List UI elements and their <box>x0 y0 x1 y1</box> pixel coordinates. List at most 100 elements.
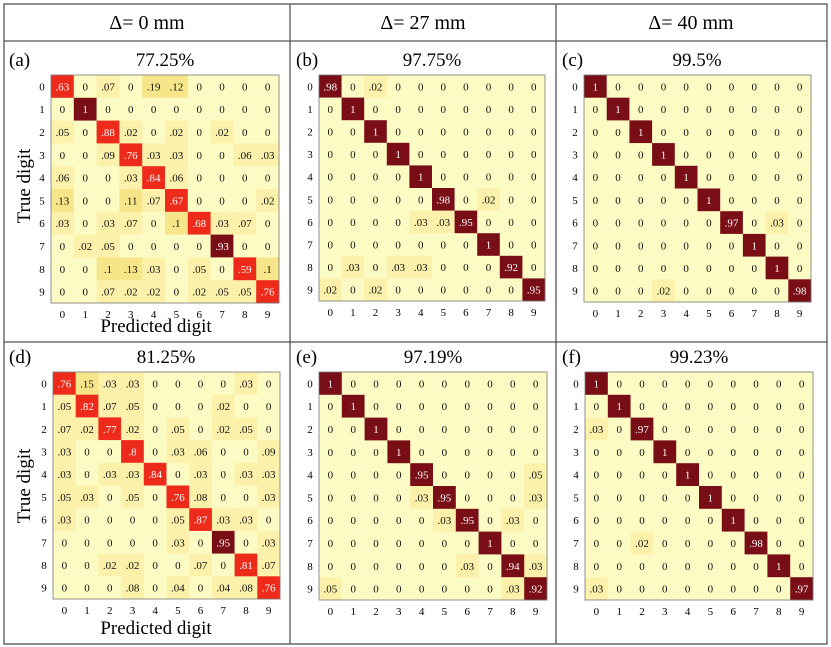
heatmap-cell <box>630 440 654 464</box>
heatmap-cell <box>478 577 502 601</box>
cell-value-label: 0 <box>531 240 537 252</box>
heatmap-cell <box>257 553 281 577</box>
cell-value-label: 0 <box>797 218 803 230</box>
cell-value-label: 0 <box>776 470 782 482</box>
cell-value-label: 0 <box>151 127 157 139</box>
heatmap-cell <box>364 255 388 279</box>
cell-value-label: 0 <box>662 378 668 390</box>
cell-value-label: .04 <box>216 583 230 595</box>
heatmap-cell <box>210 257 234 281</box>
x-tick-label: 9 <box>265 309 271 321</box>
y-tick-label: 3 <box>39 150 45 162</box>
y-tick-label: 6 <box>307 515 313 527</box>
heatmap-cell <box>142 189 166 213</box>
heatmap-cell <box>674 143 698 167</box>
cell-value-label: 1 <box>487 538 493 550</box>
heatmap-cell <box>744 394 768 418</box>
heatmap-cell <box>788 233 812 257</box>
cell-value-label: 0 <box>328 561 334 573</box>
heatmap-cell <box>499 188 523 211</box>
cell-value-label: 0 <box>350 470 356 482</box>
heatmap-cell <box>187 75 211 99</box>
heatmap-cell <box>676 417 700 441</box>
heatmap-cell <box>455 463 479 487</box>
cell-value-label: 0 <box>265 173 271 185</box>
cell-value-label: 0 <box>508 149 514 161</box>
heatmap-cell <box>433 372 457 396</box>
heatmap-cell <box>584 279 607 303</box>
heatmap-cell <box>166 553 190 577</box>
cell-value-label: .76 <box>124 150 138 162</box>
cell-value-label: .02 <box>78 241 92 253</box>
cell-value-label: 0 <box>776 538 782 550</box>
cell-value-label: 0 <box>441 285 447 297</box>
panel-label: (f) <box>562 347 581 368</box>
y-tick-label: 9 <box>307 285 313 297</box>
cell-value-label: .03 <box>57 446 71 458</box>
heatmap-cell <box>409 278 433 302</box>
heatmap-cell <box>606 256 630 280</box>
cell-value-label: 0 <box>464 447 470 459</box>
cell-value-label: 0 <box>683 195 689 207</box>
cell-value-label: .08 <box>194 492 208 504</box>
cell-value-label: 0 <box>730 378 736 390</box>
cell-value-label: 0 <box>373 538 379 550</box>
heatmap-cell <box>233 75 257 99</box>
heatmap-cell <box>166 394 190 418</box>
panel-accuracy-title: 81.25% <box>137 347 196 368</box>
heatmap-cell <box>119 97 143 121</box>
y-tick-label: 3 <box>573 447 579 459</box>
heatmap-cell <box>234 508 258 532</box>
cell-value-label: .02 <box>657 286 671 298</box>
heatmap-cell <box>319 97 342 121</box>
heatmap-cell <box>75 553 99 577</box>
heatmap-cell <box>522 165 546 189</box>
heatmap-cell <box>455 372 479 396</box>
heatmap-cell <box>790 508 814 532</box>
cell-value-label: 0 <box>174 241 180 253</box>
cell-value-label: 0 <box>486 104 492 116</box>
cell-value-label: 0 <box>373 149 379 161</box>
cell-value-label: 0 <box>774 149 780 161</box>
cell-value-label: 0 <box>531 262 537 274</box>
heatmap-cell <box>765 256 789 280</box>
cell-value-label: 0 <box>486 127 492 139</box>
x-tick-label: 9 <box>266 605 272 617</box>
heatmap-cell <box>233 257 257 281</box>
heatmap-cell <box>211 508 235 532</box>
cell-value-label: 0 <box>615 172 621 184</box>
heatmap-cell <box>697 188 721 212</box>
heatmap-cell <box>53 372 76 395</box>
heatmap-cell <box>477 255 501 279</box>
cell-value-label: .67 <box>170 195 184 207</box>
heatmap-cell <box>73 120 97 144</box>
cell-value-label: 0 <box>799 515 805 527</box>
x-tick-label: 0 <box>328 307 334 319</box>
heatmap-cell <box>742 233 766 257</box>
heatmap-cell <box>433 554 457 578</box>
heatmap-cell <box>75 394 99 418</box>
heatmap-cell <box>607 577 631 601</box>
heatmap-cell <box>433 486 457 510</box>
heatmap-cell <box>387 394 411 418</box>
cell-value-label: 1 <box>683 172 689 184</box>
heatmap-cell <box>630 531 654 555</box>
x-tick-label: 5 <box>175 605 181 617</box>
cell-value-label: 0 <box>776 424 782 436</box>
cell-value-label: 0 <box>685 584 691 596</box>
cell-value-label: 0 <box>706 218 712 230</box>
heatmap-cell <box>674 188 698 212</box>
cell-value-label: .76 <box>261 287 275 299</box>
heatmap-cell <box>233 189 257 213</box>
heatmap-cell <box>341 278 365 302</box>
cell-value-label: 0 <box>662 515 668 527</box>
heatmap-cell <box>454 97 478 121</box>
heatmap-cell <box>744 554 768 578</box>
heatmap-cell <box>720 211 744 235</box>
heatmap-cell <box>524 394 548 418</box>
cell-value-label: .95 <box>527 285 541 297</box>
heatmap-cell <box>98 553 122 577</box>
cell-value-label: .03 <box>101 218 115 230</box>
cell-value-label: 0 <box>219 104 225 116</box>
